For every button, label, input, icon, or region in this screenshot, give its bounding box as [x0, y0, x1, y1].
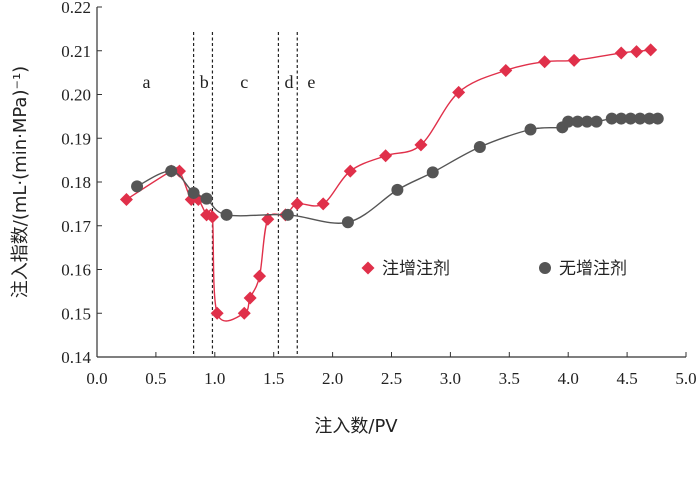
y-tick-label: 0.22 — [61, 0, 91, 17]
data-point — [261, 212, 275, 226]
data-point — [131, 180, 144, 193]
data-point — [341, 216, 354, 229]
region-label-d: d — [285, 72, 294, 92]
legend: 注增注剂 无增注剂 — [361, 259, 627, 279]
data-point — [644, 43, 658, 57]
legend-marker — [539, 262, 551, 274]
legend-label: 注增注剂 — [382, 259, 450, 279]
data-point — [615, 112, 628, 125]
region-label-c: c — [240, 72, 248, 92]
data-point — [624, 112, 637, 125]
x-tick-label: 1.0 — [204, 369, 225, 388]
legend-marker — [361, 261, 375, 275]
data-point — [567, 53, 581, 67]
data-point — [220, 208, 233, 221]
data-point — [210, 306, 224, 320]
data-point — [391, 183, 404, 196]
y-tick-label: 0.18 — [61, 173, 91, 192]
data-point — [605, 112, 618, 125]
x-tick-label: 0.5 — [145, 369, 166, 388]
data-point — [205, 210, 219, 224]
legend-label: 无增注剂 — [559, 259, 627, 279]
data-point — [119, 193, 133, 206]
y-tick-label: 0.21 — [61, 42, 91, 61]
y-tick-label: 0.17 — [61, 217, 91, 236]
x-tick-label: 2.5 — [381, 369, 402, 388]
region-label-a: a — [142, 72, 150, 92]
y-axis-title: 注入指数/(mL·(min·MPa)⁻¹) — [10, 66, 31, 298]
y-tick-label: 0.15 — [61, 304, 91, 323]
x-tick-label: 0.0 — [86, 369, 107, 388]
data-point — [524, 123, 537, 136]
x-tick-label: 3.5 — [499, 369, 520, 388]
data-point — [562, 115, 575, 128]
y-tick-label: 0.16 — [61, 261, 91, 280]
region-label-e: e — [307, 72, 315, 92]
data-point — [614, 46, 628, 60]
data-point — [414, 138, 428, 152]
data-point — [571, 115, 584, 128]
data-point — [452, 85, 466, 99]
series-line — [136, 117, 658, 224]
data-point — [630, 45, 644, 59]
data-point — [499, 63, 513, 77]
x-tick-label: 4.5 — [616, 369, 637, 388]
series-2 — [131, 112, 664, 229]
x-tick-label: 5.0 — [675, 369, 696, 388]
data-point — [187, 186, 200, 199]
data-point — [290, 197, 304, 211]
data-point — [634, 112, 647, 125]
x-tick-label: 4.0 — [558, 369, 579, 388]
data-point — [281, 208, 294, 221]
data-point — [253, 269, 267, 283]
data-point — [643, 112, 656, 125]
x-tick-label: 2.0 — [322, 369, 343, 388]
data-point — [538, 55, 552, 69]
region-label-b: b — [200, 72, 209, 92]
data-point — [473, 141, 486, 153]
data-point — [237, 306, 251, 320]
y-tick-label: 0.14 — [61, 348, 91, 367]
data-point — [200, 192, 213, 205]
series-layer — [119, 43, 664, 322]
data-point — [165, 165, 178, 178]
y-tick-label: 0.20 — [61, 86, 91, 105]
x-tick-label: 1.5 — [263, 369, 284, 388]
x-tick-label: 3.0 — [440, 369, 461, 388]
y-tick-label: 0.19 — [61, 129, 91, 148]
data-point — [590, 115, 603, 128]
data-point — [581, 115, 594, 128]
data-point — [243, 291, 257, 305]
data-point — [651, 112, 664, 125]
data-point — [316, 197, 330, 211]
x-axis-title: 注入数/PV — [314, 416, 398, 437]
data-point — [426, 166, 439, 179]
axes: 0.14 0.15 0.16 0.17 0.18 0.19 0.20 0.21 0.22 0.0 0… — [61, 0, 696, 388]
data-point — [343, 164, 357, 178]
data-point — [379, 149, 393, 163]
